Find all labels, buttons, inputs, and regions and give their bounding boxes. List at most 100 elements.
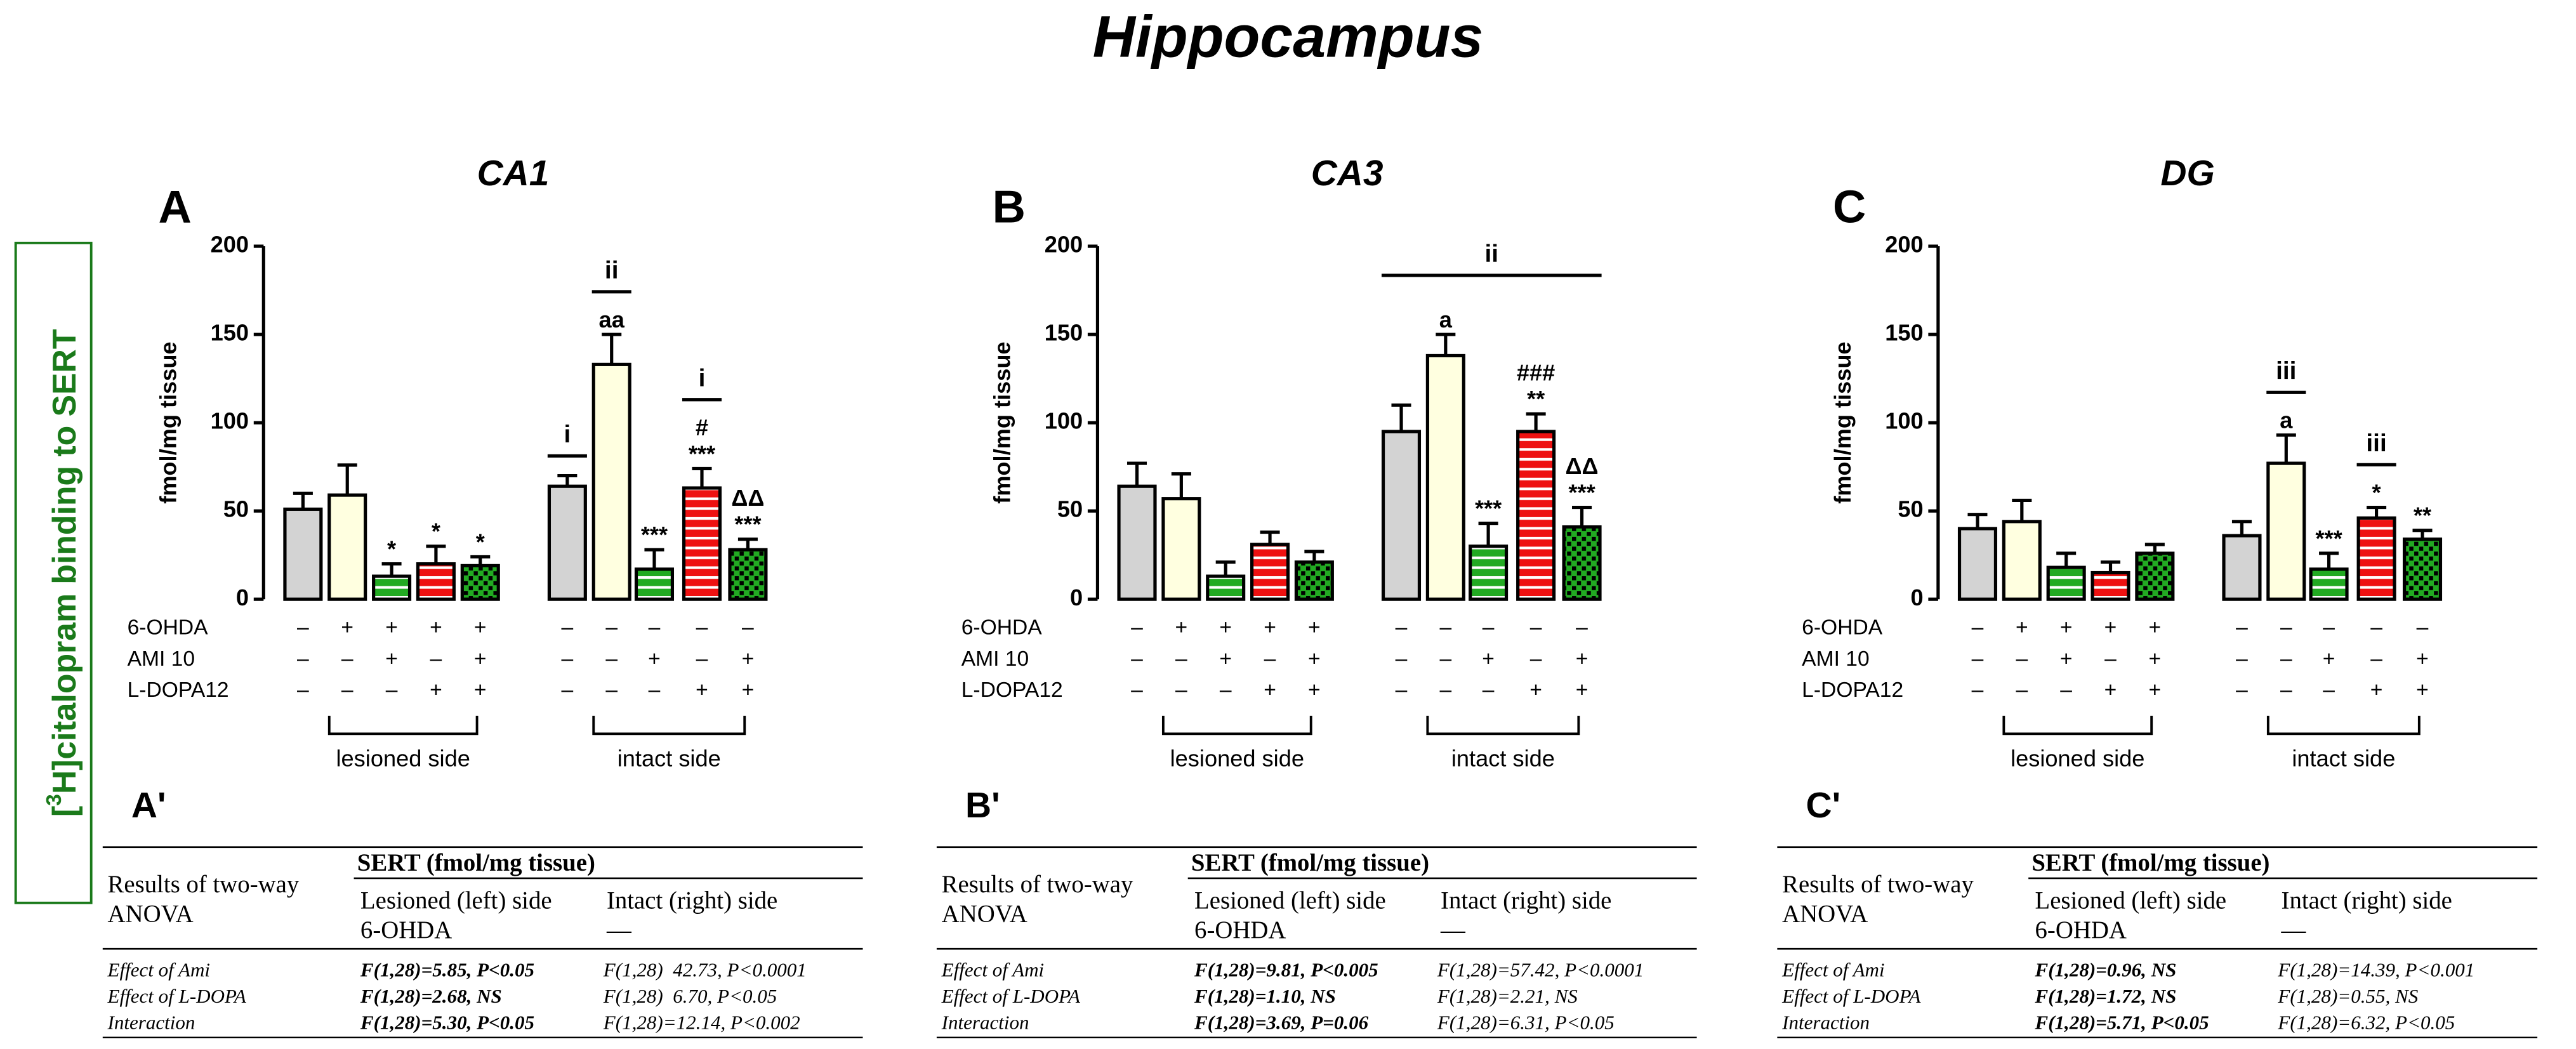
treatment-sign: – [1439, 647, 1451, 671]
group-bracket [2002, 715, 2153, 736]
table-column-header: — [1440, 916, 1466, 944]
treatment-sign: + [2060, 616, 2073, 640]
treatment-sign: + [385, 616, 398, 640]
bar [2046, 565, 2086, 601]
bar [2002, 520, 2042, 601]
table-row-label: Effect of Ami [107, 959, 210, 981]
group-bracket [327, 715, 479, 736]
treatment-sign: + [1308, 647, 1321, 671]
table-cell: F(1,28)=3.69, P=0.06 [1194, 1011, 1369, 1033]
bar [2135, 551, 2175, 601]
y-tick-label: 50 [223, 496, 249, 522]
treatment-sign: + [1576, 678, 1589, 702]
treatment-name: L-DOPA12 [128, 678, 229, 702]
bar [728, 548, 768, 601]
table-corner: Results of two-way [942, 871, 1133, 898]
treatment-sign: – [1972, 616, 1984, 640]
bar [1161, 497, 1201, 601]
treatment-sign: – [1396, 647, 1408, 671]
significance-mark: aa [599, 307, 625, 333]
bar [2222, 534, 2262, 601]
y-tick-label: 150 [1885, 320, 1923, 346]
treatment-sign: + [1482, 647, 1495, 671]
y-tick-label: 100 [211, 408, 249, 434]
bracket-label: ii [605, 257, 619, 284]
significance-mark: * [432, 518, 441, 544]
treatment-sign: + [2104, 678, 2117, 702]
significance-mark: ΔΔ [731, 485, 764, 511]
treatment-sign: – [1530, 616, 1542, 640]
bar [634, 567, 675, 601]
table-cell: F(1,28)=14.39, P<0.001 [2277, 959, 2474, 981]
table-cell: F(1,28)=6.31, P<0.05 [1437, 1011, 1615, 1033]
treatment-sign: – [1220, 678, 1232, 702]
treatment-sign: – [1131, 616, 1143, 640]
figure-title: Hippocampus [1093, 3, 1484, 69]
treatment-sign: – [696, 647, 708, 671]
bracket-label: i [699, 365, 706, 392]
treatment-sign: – [649, 678, 661, 702]
significance-mark: * [2372, 479, 2382, 505]
global-y-label: [3H]citalopram binding to SERT [43, 329, 83, 817]
group-label: intact side [2292, 745, 2395, 771]
treatment-sign: – [2236, 647, 2248, 671]
treatment-sign: – [2236, 678, 2248, 702]
significance-mark: *** [689, 440, 716, 466]
y-label-part: H]citalopram binding to SERT [46, 329, 83, 794]
panel-letter: C [1833, 181, 1866, 232]
treatment-name: 6-OHDA [128, 616, 209, 640]
table-column-header: 6-OHDA [360, 916, 452, 944]
treatment-sign: – [1483, 616, 1495, 640]
table-row-label: Effect of Ami [941, 959, 1044, 981]
table-cell: F(1,28)=5.71, P<0.05 [2035, 1011, 2209, 1033]
treatment-sign: + [742, 678, 755, 702]
treatment-sign: – [297, 678, 309, 702]
treatment-sign: – [562, 616, 574, 640]
treatment-sign: + [1264, 678, 1276, 702]
significance-mark: # [696, 414, 708, 440]
table-row-label: Interaction [1781, 1011, 1870, 1033]
treatment-sign: + [696, 678, 708, 702]
significance-mark: *** [1568, 479, 1595, 505]
treatment-sign: – [2280, 616, 2292, 640]
treatment-sign: – [1439, 678, 1451, 702]
y-tick-label: 0 [1910, 584, 1923, 610]
y-tick-label: 150 [211, 320, 249, 346]
treatment-sign: – [1131, 647, 1143, 671]
table-column-header: Lesioned (left) side [2035, 887, 2227, 914]
bar [2266, 461, 2306, 601]
treatment-name: AMI 10 [128, 647, 195, 671]
significance-mark: ### [1517, 360, 1555, 386]
group-label: lesioned side [336, 745, 470, 771]
treatment-sign: – [1175, 647, 1187, 671]
y-axis-label: fmol/mg tissue [155, 341, 181, 503]
bar [547, 484, 587, 601]
chart-title: CA3 [1311, 153, 1384, 194]
bar [283, 507, 323, 601]
y-tick-label: 100 [1045, 408, 1083, 434]
table-title: SERT (fmol/mg tissue) [357, 849, 595, 876]
treatment-sign: – [1483, 678, 1495, 702]
treatment-sign: – [605, 678, 618, 702]
bar [1206, 574, 1246, 601]
table-cell: F(1,28)=1.72, NS [2035, 985, 2177, 1007]
y-label-box [14, 241, 93, 904]
bar [1562, 525, 1602, 601]
table-cell: F(1,28) 6.70, P<0.05 [603, 985, 777, 1007]
table-column-header: Intact (right) side [607, 887, 777, 914]
treatment-sign: – [696, 616, 708, 640]
treatment-sign: + [2016, 616, 2028, 640]
group-label: lesioned side [1170, 745, 1304, 771]
bracket-label: iii [2366, 430, 2386, 458]
treatment-sign: – [1530, 647, 1542, 671]
bracket-label: iii [2276, 358, 2296, 385]
chart-title: CA1 [477, 153, 550, 194]
significance-mark: a [2280, 407, 2293, 433]
bracket-label: i [564, 421, 571, 449]
y-tick-label: 150 [1045, 320, 1083, 346]
treatment-sign: + [648, 647, 661, 671]
treatment-sign: + [2323, 647, 2335, 671]
table-row-label: Effect of L-DOPA [1781, 985, 1921, 1007]
bar [1469, 544, 1509, 601]
y-tick-label: 100 [1885, 408, 1923, 434]
